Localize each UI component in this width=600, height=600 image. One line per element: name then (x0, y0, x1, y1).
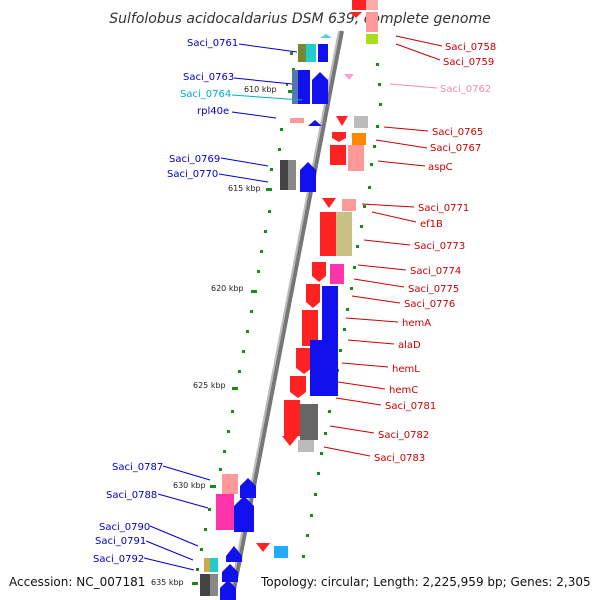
reverse-strand-genes (200, 34, 332, 600)
tick-label-635: 635 kbp (151, 578, 184, 587)
label-saci-0770[interactable]: Saci_0770 (167, 169, 218, 180)
gene-saci-0765-arrow[interactable] (336, 116, 348, 126)
gene-saci-0785[interactable] (256, 543, 270, 552)
gene-rpl40e[interactable] (290, 118, 304, 123)
label-saci-0769[interactable]: Saci_0769 (169, 154, 220, 165)
gene-saci-0776[interactable] (322, 286, 338, 396)
label-saci-0791[interactable]: Saci_0791 (95, 536, 146, 547)
label-saci-0773[interactable]: Saci_0773 (414, 241, 465, 252)
gene-rpl40e-arrow[interactable] (308, 120, 322, 126)
label-saci-0758[interactable]: Saci_0758 (445, 42, 496, 53)
label-saci-0782[interactable]: Saci_0782 (378, 430, 429, 441)
label-hemc[interactable]: hemC (389, 385, 418, 396)
gene-saci-0758[interactable] (352, 0, 366, 10)
gene-hemc[interactable] (290, 376, 306, 398)
gene-saci-0771-arrow[interactable] (322, 198, 336, 208)
tick-dots-outer (302, 63, 382, 558)
tick-label-620: 620 kbp (211, 284, 244, 293)
gene-saci-0788[interactable] (234, 496, 254, 532)
label-saci-0764[interactable]: Saci_0764 (180, 89, 231, 100)
gene-saci-0763b[interactable] (298, 70, 310, 104)
gene-aspc-left[interactable] (330, 145, 346, 165)
gene-heml[interactable] (296, 348, 312, 374)
tick-label-610: 610 kbp (244, 85, 277, 94)
map-title: Sulfolobus acidocaldarius DSM 639, compl… (109, 11, 490, 27)
gene-saci-0781[interactable] (310, 340, 324, 396)
tick-label-625: 625 kbp (193, 381, 226, 390)
gene-saci-0782[interactable] (284, 400, 300, 436)
gene-saci-0782-arrow[interactable] (282, 436, 298, 446)
label-hema[interactable]: hemA (402, 318, 431, 329)
gene-hema[interactable] (306, 284, 320, 308)
label-saci-0761[interactable]: Saci_0761 (187, 38, 238, 49)
gene-saci-0791a[interactable] (204, 558, 210, 572)
gene-saci-0783-tail[interactable] (298, 440, 314, 452)
label-saci-0776[interactable]: Saci_0776 (404, 299, 455, 310)
gene-saci-0791[interactable] (222, 564, 238, 582)
gene-ef1b[interactable] (320, 212, 336, 256)
label-saci-0765[interactable]: Saci_0765 (432, 127, 483, 138)
label-rpl40e[interactable]: rpl40e (197, 106, 229, 117)
gene-saci-0760[interactable] (320, 34, 332, 38)
gene-saci-0767-arrow[interactable] (332, 132, 346, 142)
gene-saci-0763a[interactable] (292, 70, 298, 104)
label-saci-0783[interactable]: Saci_0783 (374, 453, 425, 464)
gene-saci-0773[interactable] (336, 212, 352, 256)
gene-saci-0787a[interactable] (222, 474, 238, 494)
label-aspc[interactable]: aspC (428, 162, 453, 173)
gene-saci-0774[interactable] (330, 264, 344, 284)
gene-saci-0791b[interactable] (210, 558, 218, 572)
gene-saci-0758-pair[interactable] (366, 0, 378, 10)
gene-saci-0792a[interactable] (200, 574, 210, 596)
gene-saci-0786[interactable] (274, 546, 288, 558)
tick-label-630: 630 kbp (173, 481, 206, 490)
gene-saci-0769b[interactable] (288, 160, 296, 190)
right-label-group: Saci_0758 Saci_0759 Saci_0762 Saci_0765 … (323, 35, 496, 464)
label-saci-0781[interactable]: Saci_0781 (385, 401, 436, 412)
accession-text: Accession: NC_007181 (9, 575, 146, 589)
left-label-group: Saci_0761 Saci_0763 Saci_0764 rpl40e Sac… (93, 38, 303, 571)
gene-aspc[interactable] (348, 145, 364, 171)
label-saci-0787[interactable]: Saci_0787 (112, 462, 163, 473)
label-saci-0790[interactable]: Saci_0790 (99, 522, 150, 533)
label-saci-0762[interactable]: Saci_0762 (440, 84, 491, 95)
gene-saci-0759-tail[interactable] (366, 34, 378, 44)
label-saci-0759[interactable]: Saci_0759 (443, 57, 494, 68)
gene-saci-0764[interactable] (312, 72, 328, 104)
gene-saci-0759-arrow[interactable] (350, 12, 362, 18)
tick-label-615: 615 kbp (228, 184, 261, 193)
gene-saci-0770[interactable] (300, 162, 316, 192)
gene-saci-0774-arrow[interactable] (312, 262, 326, 282)
gene-saci-0792[interactable] (220, 580, 236, 600)
gene-saci-0761b[interactable] (306, 44, 316, 62)
label-ef1b[interactable]: ef1B (420, 219, 443, 230)
gene-saci-0771[interactable] (342, 199, 356, 211)
forward-strand-genes (256, 0, 378, 558)
label-saci-0771[interactable]: Saci_0771 (418, 203, 469, 214)
gene-saci-0788a[interactable] (216, 494, 234, 530)
label-saci-0774[interactable]: Saci_0774 (410, 266, 461, 277)
label-saci-0775[interactable]: Saci_0775 (408, 284, 459, 295)
tick-dots-inner (192, 52, 295, 585)
topology-text: Topology: circular; Length: 2,225,959 bp… (261, 575, 591, 589)
label-saci-0788[interactable]: Saci_0788 (106, 490, 157, 501)
gene-saci-0762[interactable] (344, 74, 354, 80)
gene-saci-0765[interactable] (354, 116, 368, 128)
gene-saci-0787[interactable] (240, 478, 256, 498)
gene-saci-0761a[interactable] (298, 44, 306, 62)
gene-saci-0783[interactable] (300, 404, 318, 440)
gene-saci-0769a[interactable] (280, 160, 288, 190)
label-heml[interactable]: hemL (392, 364, 420, 375)
label-alad[interactable]: alaD (398, 340, 421, 351)
gene-saci-0761c[interactable] (318, 44, 328, 62)
gene-saci-0759[interactable] (366, 12, 378, 32)
gene-saci-0792b[interactable] (210, 574, 218, 596)
label-saci-0792[interactable]: Saci_0792 (93, 554, 144, 565)
label-saci-0767[interactable]: Saci_0767 (430, 143, 481, 154)
gene-saci-0767[interactable] (352, 133, 366, 145)
gene-saci-0790[interactable] (226, 546, 242, 562)
label-saci-0763[interactable]: Saci_0763 (183, 72, 234, 83)
gene-alad[interactable] (302, 310, 318, 346)
